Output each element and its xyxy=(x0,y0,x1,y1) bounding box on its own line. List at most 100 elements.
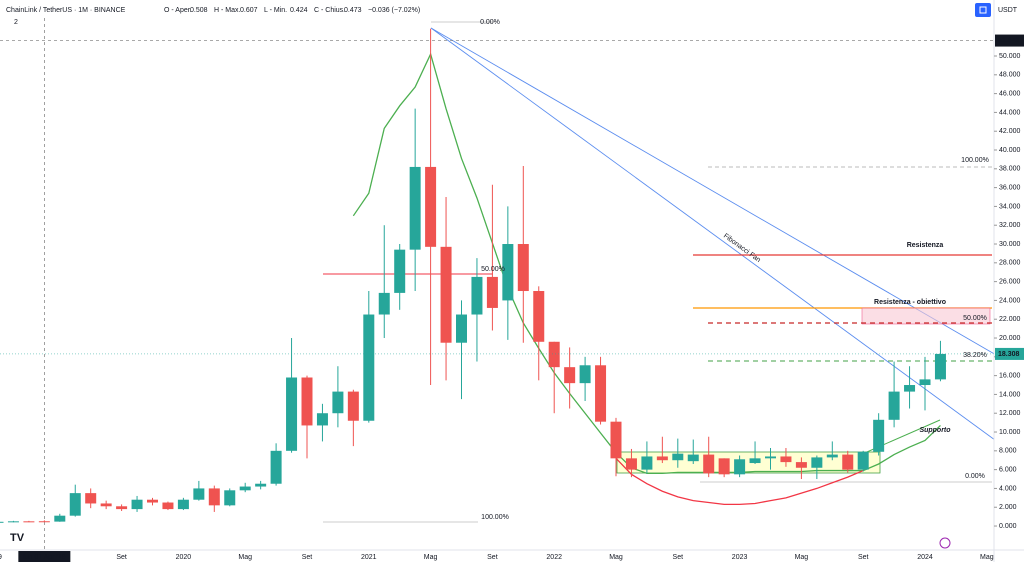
indicator-line xyxy=(615,457,864,506)
candle-body xyxy=(625,458,637,470)
y-tick-label: 10.000 xyxy=(999,429,1021,436)
candle-body xyxy=(934,353,946,380)
candle-body xyxy=(687,454,699,462)
candle-body xyxy=(656,456,668,461)
candle-body xyxy=(517,244,529,292)
y-tick-label: 16.000 xyxy=(999,372,1021,379)
y-tick-label: 28.000 xyxy=(999,260,1021,267)
candle-body xyxy=(533,291,545,342)
settings-button[interactable] xyxy=(975,3,991,17)
candle-body xyxy=(873,419,885,452)
candle-body xyxy=(347,391,359,421)
indicator-count: 2 xyxy=(14,19,18,26)
header-text: 0.508 xyxy=(190,7,208,14)
fib-label: 0.00% xyxy=(480,19,500,26)
last-price-box xyxy=(995,347,1024,360)
x-tick-label: 2020 xyxy=(176,554,192,561)
plot: Resistenza Resistenza - obiettivo Supporto… xyxy=(0,18,994,550)
candle-body xyxy=(718,458,730,475)
support-zone xyxy=(616,451,881,474)
x-tick-label: Mag xyxy=(238,554,252,561)
x-tick-label: 2021 xyxy=(361,554,377,561)
candle-body xyxy=(904,385,916,392)
candle-body xyxy=(193,488,205,500)
y-tick-label: 36.000 xyxy=(999,184,1021,191)
y-tick-label: 22.000 xyxy=(999,316,1021,323)
x-tick-label: Set xyxy=(116,554,127,561)
x-tick-label: Set xyxy=(302,554,313,561)
header-text: 0.473 xyxy=(344,7,362,14)
header-text: 0.607 xyxy=(240,7,258,14)
candle-body xyxy=(100,503,112,507)
y-tick-label: 48.000 xyxy=(999,72,1021,79)
candle-body xyxy=(795,462,807,468)
y-tick-label: 6.000 xyxy=(999,466,1017,473)
x-tick-label: 2023 xyxy=(732,554,748,561)
candle-body xyxy=(440,246,452,343)
header-text: −0.036 (−7.02%) xyxy=(368,7,420,14)
x-tick-label: 2022 xyxy=(546,554,562,561)
y-tick-label: 8.000 xyxy=(999,448,1017,455)
candle-body xyxy=(780,456,792,463)
event-marker[interactable] xyxy=(939,537,951,549)
x-tick-label: Mag xyxy=(980,554,994,561)
annotation: Resistenza xyxy=(907,242,944,249)
candle-body xyxy=(301,377,313,426)
y-tick-label: 12.000 xyxy=(999,410,1021,417)
candle-body xyxy=(672,453,684,461)
fib-label: 50.00% xyxy=(963,315,987,322)
y-tick-label: 4.000 xyxy=(999,485,1017,492)
annotation: Supporto xyxy=(919,427,951,434)
candle-body xyxy=(595,365,607,422)
candle-body xyxy=(378,292,390,315)
y-tick-label: 42.000 xyxy=(999,128,1021,135)
crosshair-price-box xyxy=(995,34,1024,47)
candle-body xyxy=(116,506,128,510)
candle-body xyxy=(69,493,81,516)
last-price: 18.308 xyxy=(998,351,1020,358)
candle-body xyxy=(857,451,869,470)
candle-body xyxy=(270,450,282,484)
x-tick-label: Mag xyxy=(609,554,623,561)
crosshair-date-box xyxy=(18,551,71,562)
y-tick-label: 24.000 xyxy=(999,297,1021,304)
header-text: C - Chius. xyxy=(314,7,345,14)
y-tick-label: 40.000 xyxy=(999,147,1021,154)
candle-body xyxy=(564,367,576,384)
candle-body xyxy=(208,488,220,506)
candle-body xyxy=(641,456,653,470)
candle-body xyxy=(23,521,35,523)
candle-body xyxy=(316,413,328,426)
y-tick-label: 14.000 xyxy=(999,391,1021,398)
candle-body xyxy=(0,521,4,523)
header-text: H - Max. xyxy=(214,7,241,14)
candle-body xyxy=(425,166,437,247)
logo: TV xyxy=(10,532,25,544)
fib-label: 50.00% xyxy=(481,266,505,273)
candle-body xyxy=(409,166,421,250)
candle-body xyxy=(610,421,622,459)
indicator-line xyxy=(352,52,941,475)
candle-body xyxy=(224,490,236,506)
header-text: ChainLink / TetherUS · 1M · BINANCE xyxy=(6,7,126,14)
candle-body xyxy=(826,454,838,458)
currency: USDT xyxy=(998,7,1018,14)
candle-body xyxy=(162,502,174,510)
x-tick-label: 19 xyxy=(0,554,2,561)
candle-body xyxy=(502,244,514,301)
y-tick-label: 38.000 xyxy=(999,166,1021,173)
crosshair-price: 51.642 xyxy=(998,37,1020,44)
x-tick-label: Set xyxy=(487,554,498,561)
candle-body xyxy=(919,379,931,386)
candle-body xyxy=(85,493,97,504)
candle-body xyxy=(147,499,158,503)
fan-line xyxy=(430,27,994,440)
candle-body xyxy=(765,456,776,459)
candle-body xyxy=(332,391,344,414)
y-tick-label: 26.000 xyxy=(999,278,1021,285)
candle-body xyxy=(703,454,715,474)
candle-body xyxy=(286,377,298,451)
fib-label: 38.20% xyxy=(963,352,987,359)
header-text: O - Aper. xyxy=(164,7,192,14)
